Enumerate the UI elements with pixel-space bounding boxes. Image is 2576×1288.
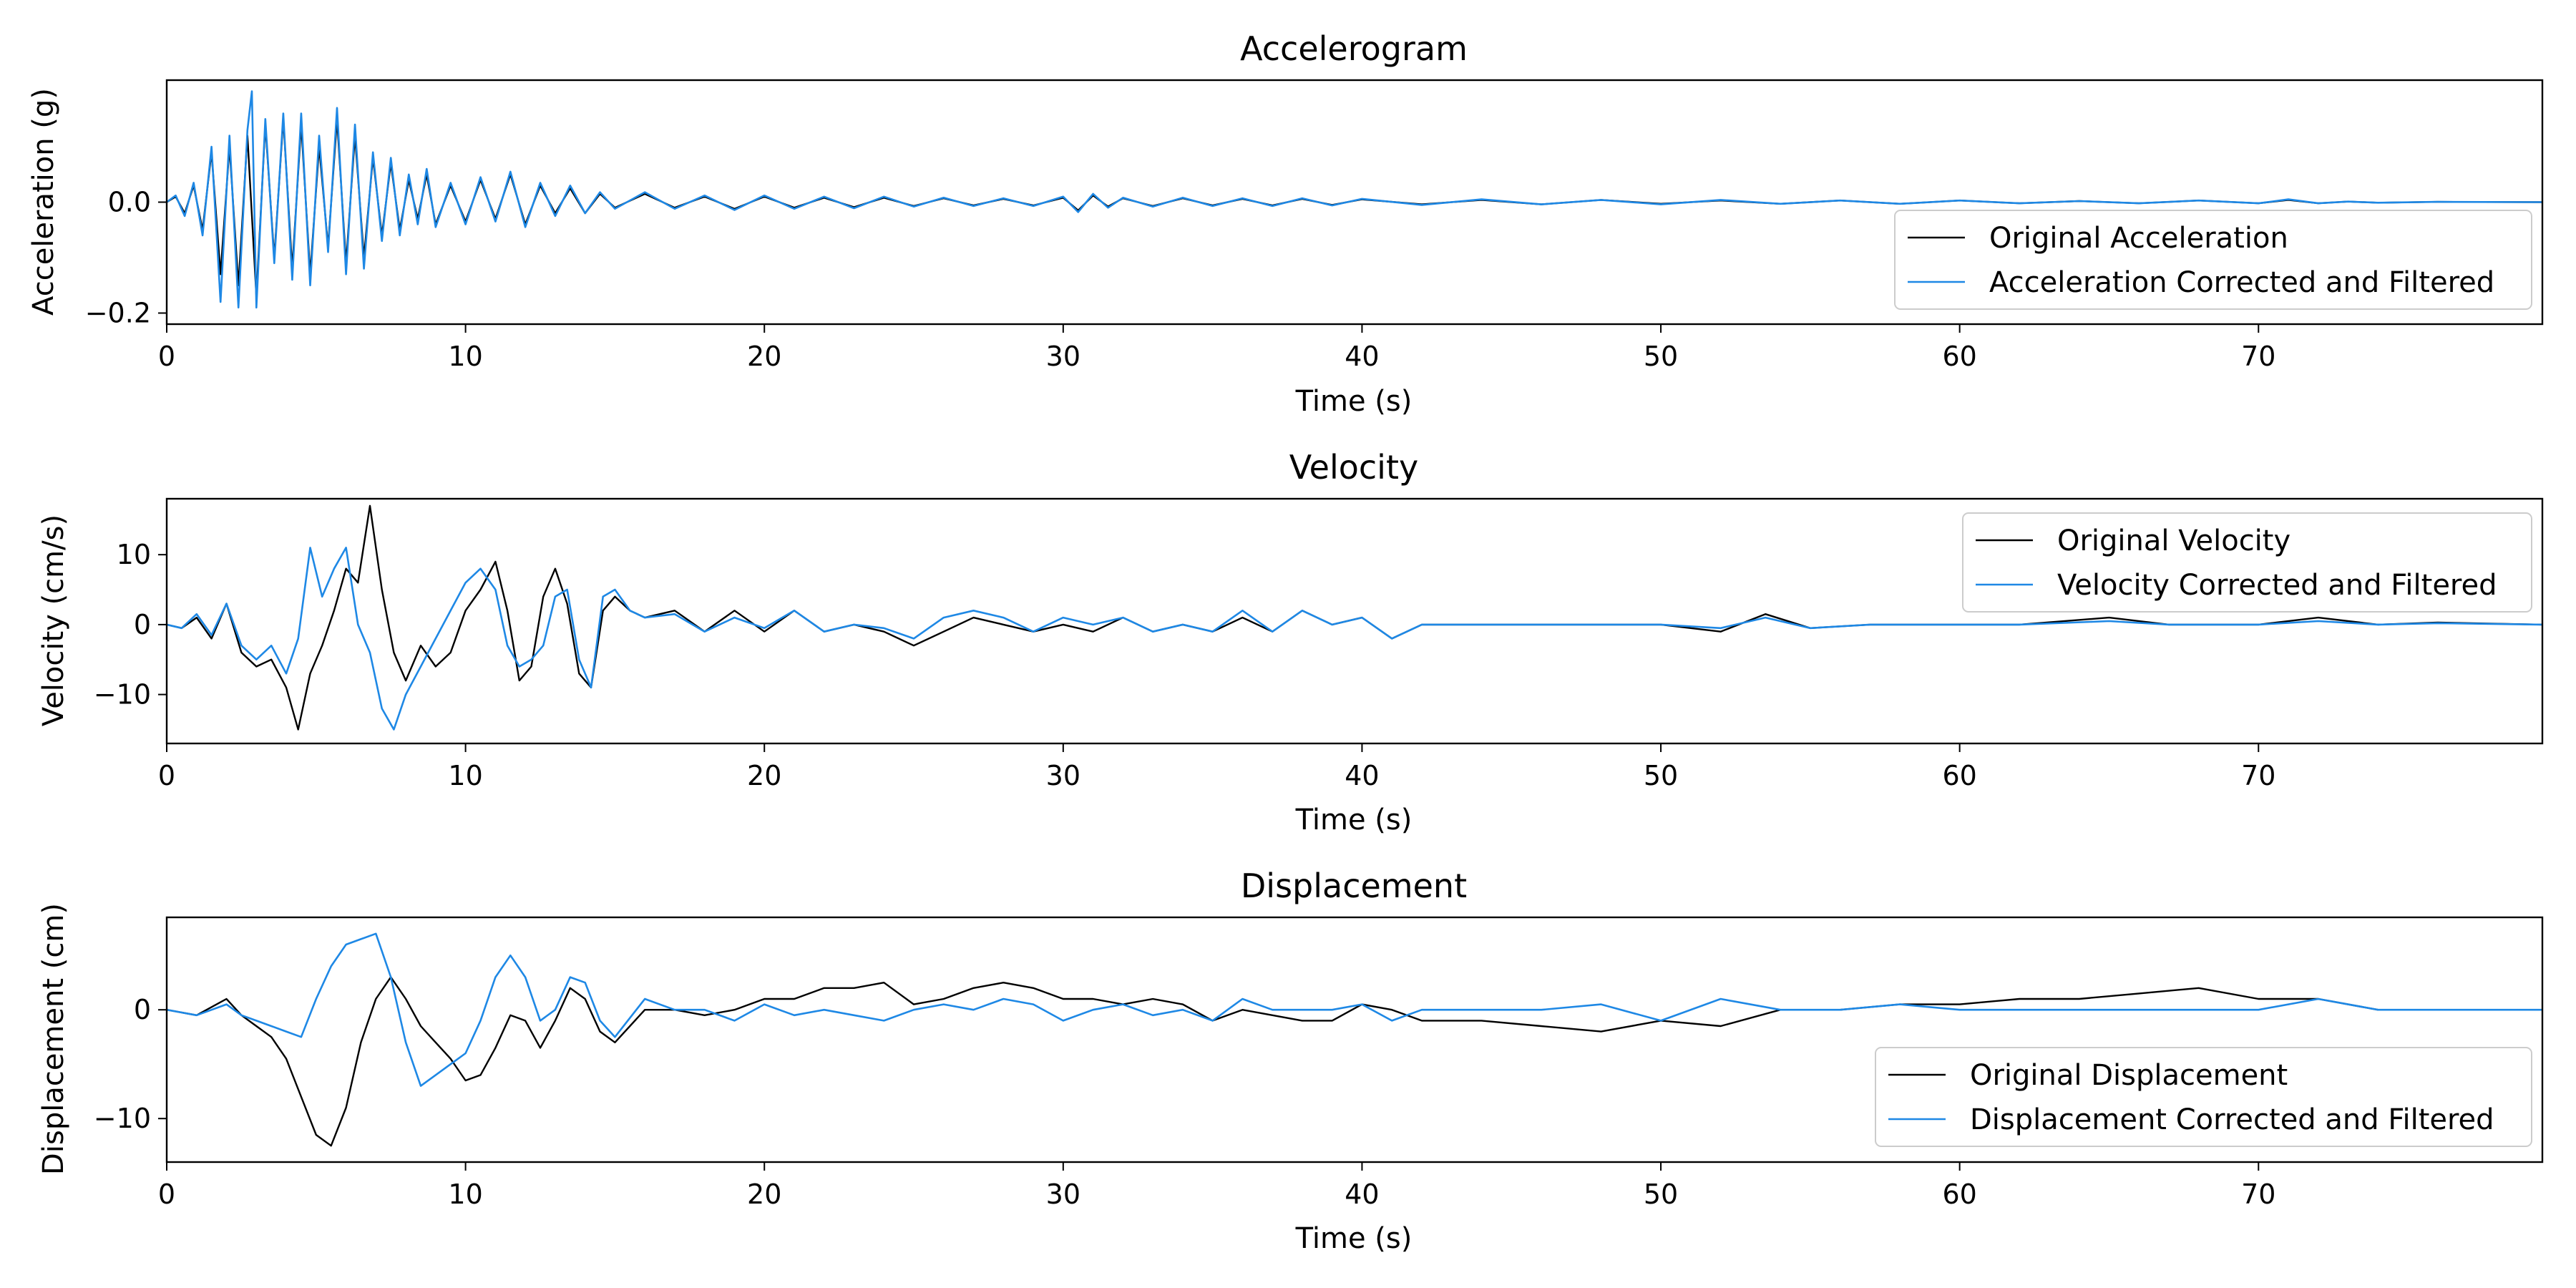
y-tick-label: 0 [134,994,151,1025]
series-layer [167,504,2542,731]
y-tick-label: −10 [94,1103,151,1134]
series-layer [167,90,2542,309]
x-tick-label: 40 [1345,760,1379,791]
x-tick-label: 70 [2241,1179,2275,1210]
y-axis-label: Acceleration (g) [27,88,60,316]
plot-frame [165,497,2544,745]
x-tick-label: 30 [1046,341,1080,372]
series-layer [167,932,2542,1147]
x-tick-label: 50 [1644,341,1678,372]
legend-label: Original Acceleration [1989,222,2288,255]
x-tick-label: 20 [747,760,781,791]
y-tick-label: 0.0 [108,187,151,218]
x-tick-label: 50 [1644,760,1678,791]
displacement-panel: Displacement Time (s) Displacement (cm) … [37,867,2544,1255]
panel-title: Displacement [1241,867,1467,905]
plot-frame [165,79,2544,326]
legend: Original Displacement Displacement Correc… [1875,1047,2532,1147]
tick-layer: 0 10 20 30 40 50 60 70 −10 0 [94,994,2276,1210]
x-axis-label: Time (s) [1295,804,1413,836]
legend: Original Velocity Velocity Corrected and … [1962,512,2532,613]
acceleration-corrected-and-filtered-line [167,90,2542,309]
legend-box [1875,1047,2532,1147]
x-tick-label: 40 [1345,341,1379,372]
legend-box [1894,210,2532,310]
legend-label: Velocity Corrected and Filtered [2057,569,2497,602]
plot-frame [165,916,2544,1163]
legend: Original Acceleration Acceleration Correc… [1894,210,2532,310]
y-tick-label: −0.2 [85,298,151,329]
x-tick-label: 70 [2241,760,2275,791]
x-axis-label: Time (s) [1295,385,1413,418]
x-tick-label: 20 [747,341,781,372]
x-tick-label: 10 [448,760,482,791]
original-displacement-line [167,976,2542,1147]
y-axis-label: Displacement (cm) [37,903,70,1175]
panel-title: Velocity [1289,448,1418,487]
velocity-panel: Velocity Time (s) Velocity (cm/s) 0 10 20 3… [37,448,2544,836]
x-tick-label: 60 [1942,341,1976,372]
velocity-corrected-and-filtered-line [167,547,2542,731]
x-tick-label: 30 [1046,1179,1080,1210]
y-tick-label: 0 [134,609,151,640]
panel-title: Accelerogram [1240,29,1468,68]
x-tick-label: 0 [158,760,175,791]
x-tick-label: 0 [158,1179,175,1210]
x-tick-label: 50 [1644,1179,1678,1210]
x-tick-label: 10 [448,341,482,372]
x-tick-label: 60 [1942,760,1976,791]
legend-label: Original Velocity [2057,525,2290,557]
x-axis-label: Time (s) [1295,1222,1413,1255]
x-tick-label: 0 [158,341,175,372]
legend-label: Displacement Corrected and Filtered [1970,1103,2494,1136]
x-tick-label: 20 [747,1179,781,1210]
y-axis-label: Velocity (cm/s) [37,514,70,726]
x-tick-label: 40 [1345,1179,1379,1210]
accelerogram-panel: Accelerogram Time (s) Acceleration (g) 0… [27,29,2544,418]
y-tick-label: 10 [117,539,151,570]
x-tick-label: 30 [1046,760,1080,791]
x-tick-label: 10 [448,1179,482,1210]
displacement-corrected-and-filtered-line [167,932,2542,1087]
x-tick-label: 60 [1942,1179,1976,1210]
tick-layer: 0 10 20 30 40 50 60 70 −10 0 10 [94,539,2276,791]
legend-box [1962,512,2532,613]
legend-label: Acceleration Corrected and Filtered [1989,266,2494,299]
x-tick-label: 70 [2241,341,2275,372]
legend-label: Original Displacement [1970,1059,2288,1092]
tick-layer: 0 10 20 30 40 50 60 70 −0.2 0.0 [85,187,2276,373]
y-tick-label: −10 [94,679,151,711]
